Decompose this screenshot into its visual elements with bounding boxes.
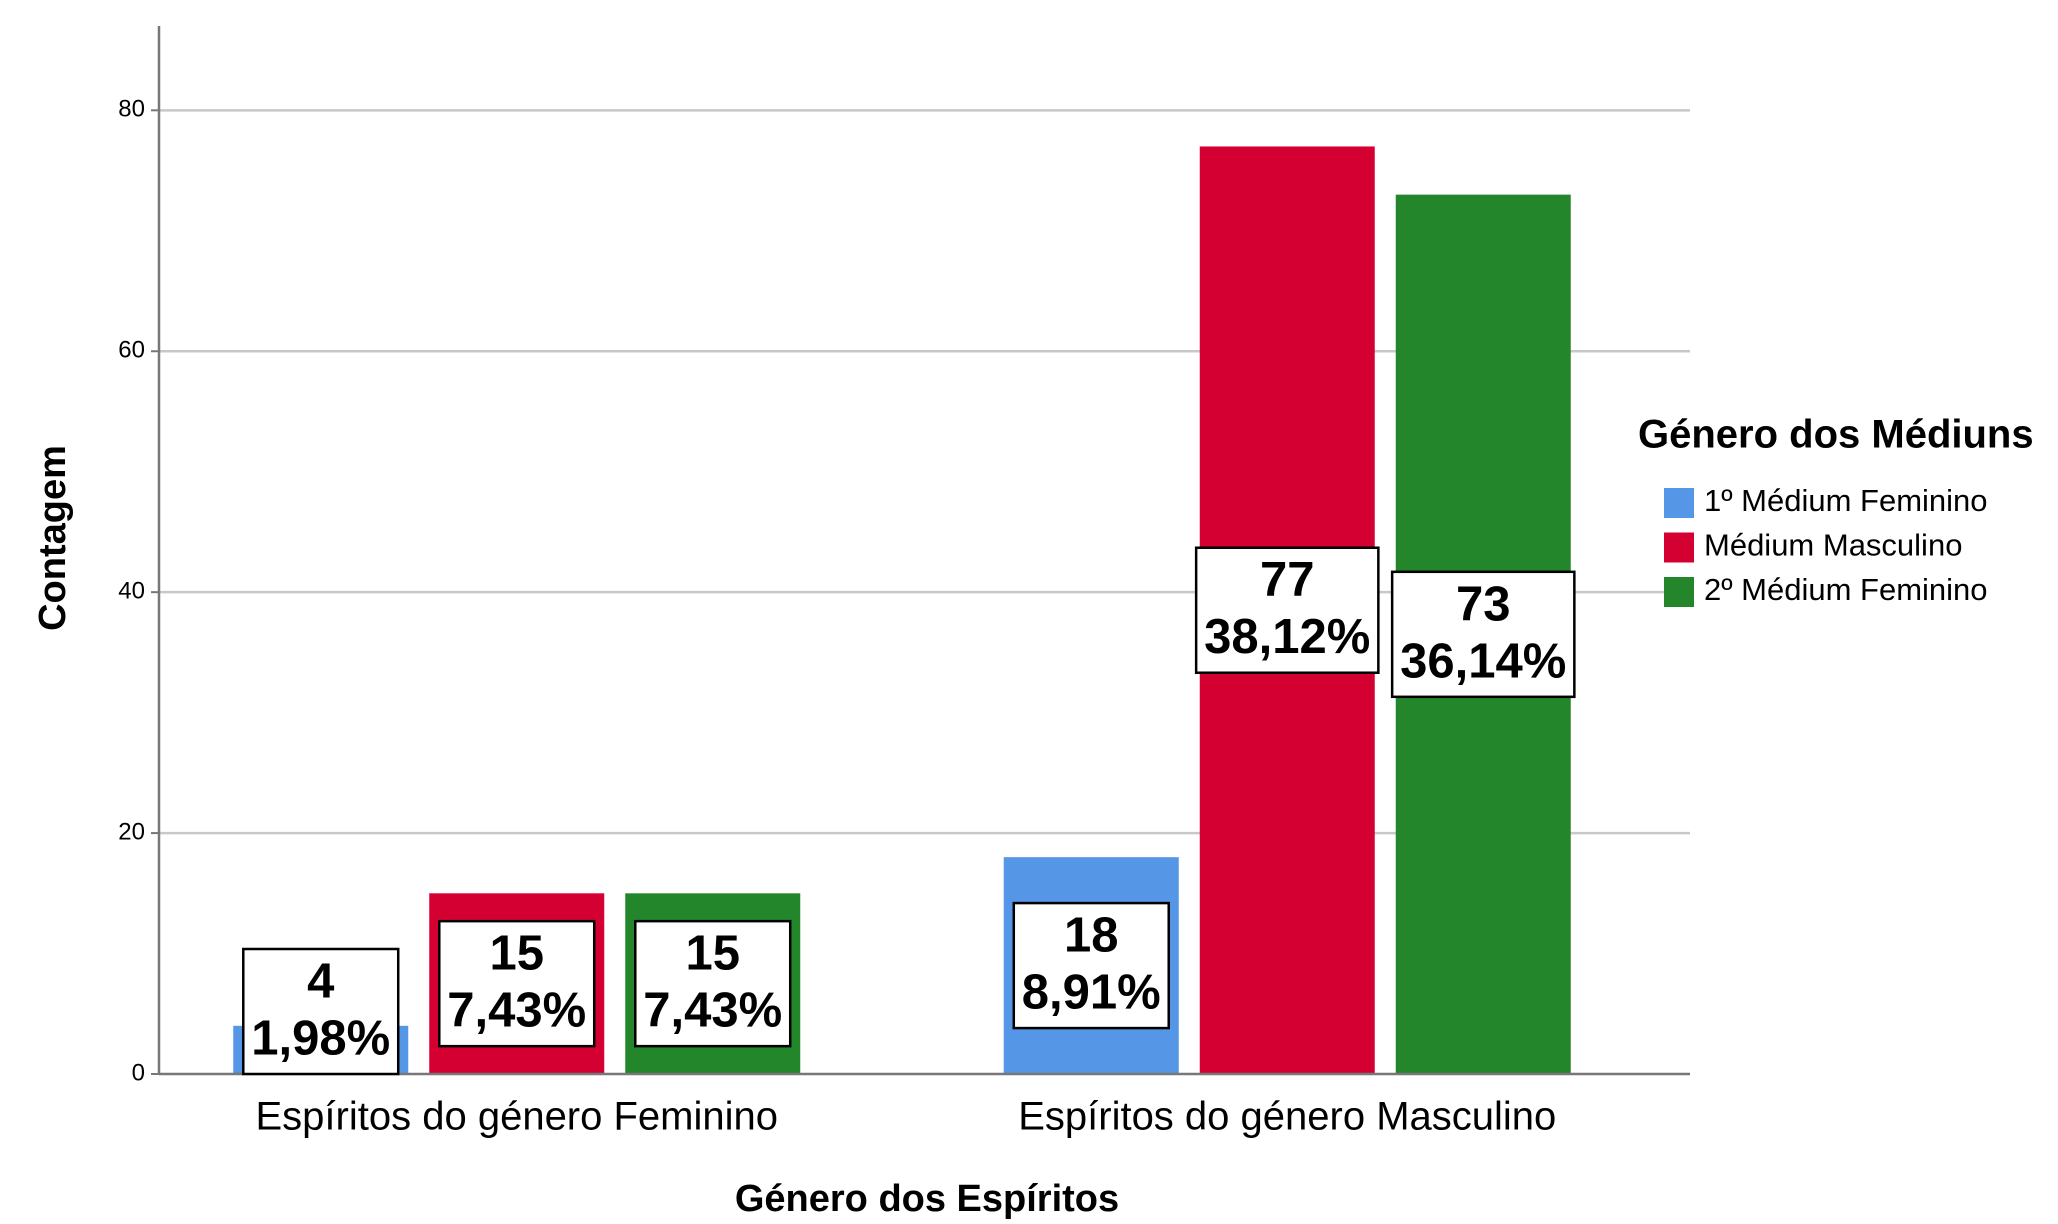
x-axis-title: Género dos Espíritos [735,1178,1119,1220]
value-label-count: 15 [489,927,544,981]
x-tick-label: Espíritos do género Feminino [256,1095,779,1139]
value-label-box [1194,546,1380,674]
value-label-box [242,947,400,1076]
value-label-percent: 7,43% [643,984,782,1038]
legend-entry: 2º Médium Feminino [1704,572,1988,607]
legend-swatch [1664,577,1694,607]
y-tick-label: 0 [132,1059,145,1086]
value-label: 157,43% [438,919,596,1048]
value-label-count: 18 [1064,909,1119,963]
y-axis-title: Contagem [32,445,74,631]
value-label-count: 15 [685,927,740,981]
value-label-box [1390,570,1576,699]
legend-swatch [1664,488,1694,518]
value-label-count: 4 [307,954,334,1008]
value-label-percent: 8,91% [1022,966,1161,1020]
y-tick-label: 80 [118,96,145,123]
y-tick-label: 20 [118,818,145,845]
value-label: 188,91% [1012,901,1170,1030]
value-label-percent: 36,14% [1400,634,1566,688]
value-label: 41,98% [242,947,400,1076]
legend-entry: Médium Masculino [1704,528,1962,563]
value-label-count: 73 [1456,577,1511,631]
value-label-box [438,919,596,1048]
y-tick-label: 60 [118,337,145,364]
value-label: 157,43% [634,919,792,1048]
value-label-percent: 1,98% [251,1011,390,1065]
legend-entry: 1º Médium Feminino [1704,483,1988,518]
legend-title: Género dos Médiuns [1638,413,2034,457]
value-label-count: 77 [1260,553,1315,607]
value-label-box [634,919,792,1048]
y-tick-label: 40 [118,578,145,605]
value-label-box [1012,901,1170,1030]
x-tick-label: Espíritos do género Masculino [1018,1095,1556,1139]
legend-swatch [1664,532,1694,563]
value-label-percent: 38,12% [1204,610,1370,664]
value-label-percent: 7,43% [447,984,586,1038]
